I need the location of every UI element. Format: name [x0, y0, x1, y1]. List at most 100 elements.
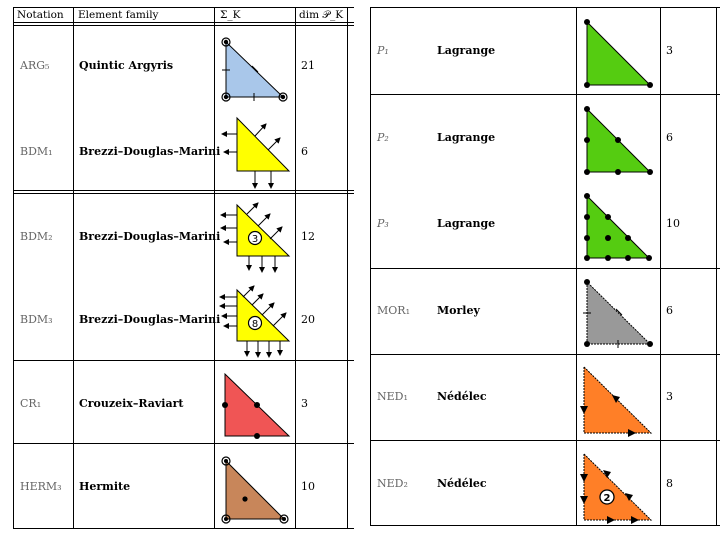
dof-point-marker [584, 214, 590, 220]
table-rule [13, 7, 354, 8]
bdm1-triangle-diagram [221, 116, 291, 189]
family-cell: Brezzi–Douglas–Marini [79, 230, 221, 243]
dof-arrowhead [580, 496, 588, 504]
notation-cell: BDM₁ [20, 145, 53, 158]
morley-triangle-diagram [583, 279, 653, 348]
table-rule [370, 94, 720, 95]
notation-cell: P₂ [377, 131, 389, 144]
header-dimension: dim 𝒫_K [299, 9, 344, 21]
dof-arrowhead [625, 493, 633, 501]
dof-arrow-marker [251, 65, 259, 73]
crouzeix-raviart-triangle-diagram [222, 372, 291, 439]
dof-point-marker [280, 94, 286, 100]
dimension-cell: 6 [666, 131, 673, 144]
dof-point-marker [646, 255, 652, 261]
lagrange-p3-triangle-diagram [584, 193, 652, 261]
dof-arrowhead [628, 429, 636, 437]
dimension-cell: 10 [666, 217, 680, 230]
notation-cell: NED₂ [377, 477, 408, 490]
bdm2-triangle-diagram: 3 [220, 202, 291, 273]
dof-point-marker [615, 169, 621, 175]
element-triangle [586, 194, 651, 259]
dof-arrow-marker [261, 302, 275, 316]
family-cell: Quintic Argyris [79, 59, 174, 72]
table-rule [13, 25, 354, 26]
dof-point-marker [224, 517, 228, 521]
dof-count-badge: 3 [252, 234, 258, 245]
dof-point-marker [223, 39, 229, 45]
dof-arrowhead [580, 474, 588, 482]
family-cell: Crouzeix–Raviart [79, 397, 184, 410]
notation-cell: CR₁ [20, 397, 42, 410]
dof-point-marker [625, 235, 631, 241]
dof-point-marker [584, 19, 590, 25]
dimension-cell: 20 [301, 313, 315, 326]
family-cell: Nédélec [437, 477, 487, 490]
nedelec-1-triangle-diagram [580, 365, 653, 437]
dof-arrow-marker [272, 312, 287, 327]
dof-point-marker [254, 402, 260, 408]
dof-arrow-marker [267, 137, 281, 151]
dof-point-marker [221, 514, 231, 524]
dimension-cell: 3 [666, 390, 673, 403]
dof-point-marker [278, 92, 288, 102]
dimension-cell: 3 [666, 44, 673, 57]
header-element-family: Element family [78, 9, 159, 21]
table-rule [295, 7, 296, 528]
dof-point-marker [584, 235, 590, 241]
notation-cell: ARG₅ [20, 59, 50, 72]
dof-arrow-marker [242, 285, 255, 298]
dof-point-marker [599, 489, 615, 505]
dof-point-marker [242, 496, 248, 502]
dof-point-marker [584, 279, 590, 285]
table-rule [370, 525, 720, 526]
table-rule [73, 7, 74, 528]
table-rule [370, 440, 720, 441]
lagrange-p2-triangle-diagram [584, 106, 653, 175]
dof-point-marker [647, 341, 653, 347]
dof-point-marker [605, 214, 611, 220]
dimension-cell: 8 [666, 477, 673, 490]
notation-cell: NED₁ [377, 390, 408, 403]
family-cell: Morley [437, 304, 480, 317]
element-triangle [586, 20, 652, 86]
table-rule [13, 193, 354, 194]
element-triangle [225, 459, 286, 520]
dof-point-marker [247, 230, 263, 246]
dof-point-marker [279, 514, 289, 524]
dof-arrow-marker [254, 123, 267, 137]
dimension-cell: 6 [301, 145, 308, 158]
bdm3-triangle-diagram: 8 [219, 285, 291, 358]
table-rule [370, 7, 371, 526]
dof-count-badge: 8 [252, 319, 258, 330]
element-triangle [583, 452, 653, 521]
dof-point-marker [223, 94, 229, 100]
dof-point-marker [221, 92, 231, 102]
table-rule [660, 7, 661, 526]
dof-point-marker [584, 82, 590, 88]
header-notation: Notation [17, 9, 64, 21]
family-cell: Lagrange [437, 217, 496, 230]
table-rule [370, 354, 720, 355]
dimension-cell: 10 [301, 480, 315, 493]
dof-arrowhead [612, 395, 620, 403]
element-triangle [236, 116, 291, 172]
notation-cell: BDM₃ [20, 313, 53, 326]
dimension-cell: 12 [301, 230, 315, 243]
hermite-triangle-diagram [221, 456, 289, 524]
dof-arrow-marker [251, 293, 264, 306]
table-rule [370, 7, 720, 8]
dof-point-marker [221, 456, 231, 466]
dof-point-marker [615, 137, 621, 143]
notation-cell: HERM₃ [20, 480, 62, 493]
dof-count-badge: 2 [604, 493, 611, 504]
table-rule [576, 7, 577, 526]
dof-point-marker [221, 37, 231, 47]
notation-cell: P₃ [377, 217, 389, 230]
dof-arrow-marker [246, 202, 259, 215]
dof-arrowhead [607, 516, 615, 524]
dof-arrowhead [603, 470, 611, 478]
table-rule [13, 7, 14, 528]
dof-point-marker [282, 517, 286, 521]
